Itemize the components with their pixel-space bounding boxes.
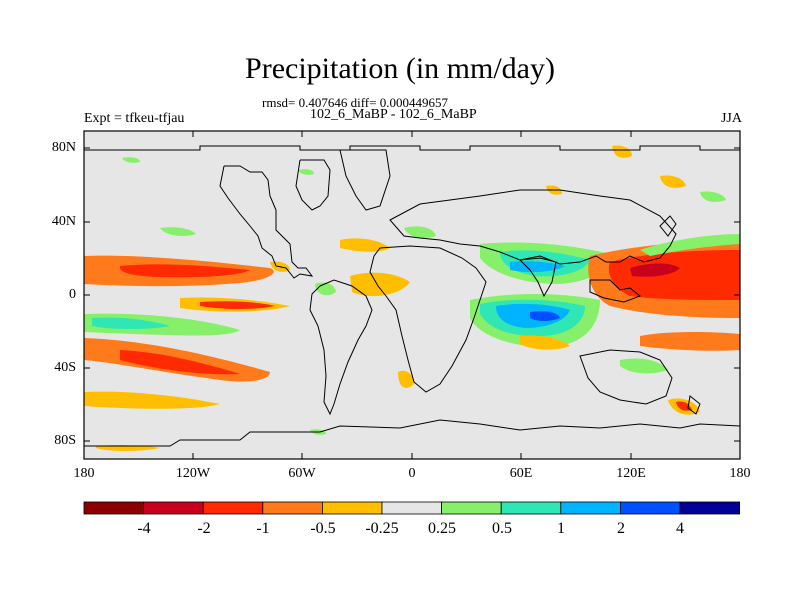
colorbar-swatch (500, 501, 562, 515)
lon-label: 60E (509, 466, 533, 481)
contour-teal (92, 317, 170, 329)
colorbar-label: -2 (197, 520, 211, 537)
colorbar (83, 501, 740, 515)
colorbar-label: 0.25 (428, 520, 456, 537)
colorbar-swatch (143, 501, 204, 515)
colorbar-label: 4 (676, 520, 684, 537)
contour-red (200, 301, 275, 309)
colorbar-swatch (321, 501, 383, 515)
contour-green (700, 191, 726, 202)
experiment-label: Expt = tfkeu-tfjau (84, 111, 185, 126)
precip-contours (84, 145, 740, 451)
rmsd-diff-stats: rmsd= 0.407646 diff= 0.000449657 (262, 95, 448, 110)
lon-label: 120W (175, 466, 211, 481)
colorbar-swatch (679, 501, 740, 515)
lat-label: 40S (54, 360, 76, 375)
contour-green (620, 358, 668, 374)
contour-orange (520, 335, 570, 350)
colorbar-swatch (83, 501, 144, 515)
lon-label: 60W (288, 466, 316, 481)
lat-label: 40N (51, 214, 76, 229)
contour-red (120, 350, 240, 375)
colorbar-swatch (381, 501, 442, 515)
contour-orange (660, 175, 686, 188)
colorbar-label: 1 (557, 520, 565, 537)
contour-darkblue (530, 311, 560, 321)
contour-orange (640, 332, 740, 351)
colorbar-label: 0.5 (492, 520, 512, 537)
contour-orange (96, 445, 160, 451)
map-panel (83, 130, 741, 460)
contour-green (122, 157, 140, 163)
colorbar-label: 2 (617, 520, 625, 537)
case-names: 102_6_MaBP - 102_6_MaBP (310, 107, 477, 122)
colorbar-label: -0.25 (365, 520, 399, 537)
lon-label: 180 (73, 466, 95, 481)
lat-label: 80S (54, 433, 76, 448)
contour-green (160, 227, 196, 236)
contour-orange (340, 238, 390, 252)
lon-label: 180 (729, 466, 751, 481)
colorbar-swatch (202, 501, 264, 515)
lon-label: 0 (408, 466, 416, 481)
contour-orange (84, 391, 220, 409)
contour-green (640, 234, 740, 256)
colorbar-swatch (262, 501, 323, 515)
contour-orange (350, 272, 410, 297)
lat-label: 0 (69, 287, 76, 302)
colorbar-label: -1 (256, 520, 270, 537)
contour-red (119, 264, 250, 278)
colorbar-label: -4 (137, 520, 151, 537)
contour-darkred (630, 263, 680, 277)
season-label: JJA (720, 111, 742, 126)
colorbar-label: -0.5 (310, 520, 336, 537)
axis-ticks (84, 131, 740, 459)
contour-green (404, 226, 436, 238)
plot-title: Precipitation (in mm/day) (245, 52, 555, 85)
lat-label: 80N (51, 140, 76, 155)
contour-orange (398, 370, 414, 388)
contour-green (298, 169, 314, 175)
contour-orange (612, 145, 632, 158)
colorbar-swatch (620, 501, 681, 515)
lon-label: 120E (616, 466, 646, 481)
coastlines (84, 145, 741, 447)
contour-red (608, 250, 740, 300)
colorbar-swatch (441, 501, 502, 515)
colorbar-swatch (560, 501, 621, 515)
